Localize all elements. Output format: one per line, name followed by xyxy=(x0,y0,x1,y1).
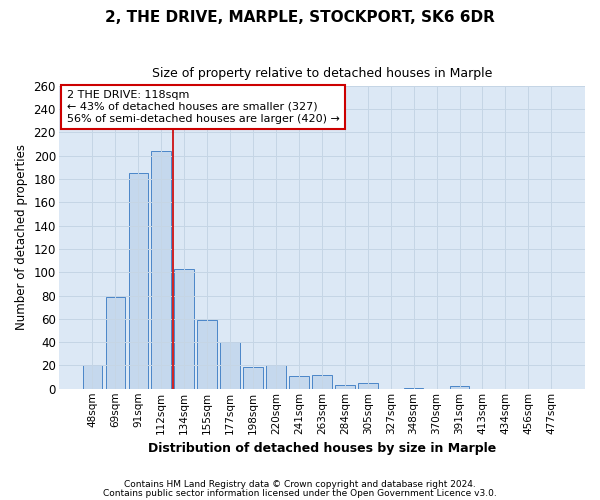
Bar xyxy=(151,151,171,389)
Bar xyxy=(266,366,286,389)
Bar xyxy=(335,386,355,389)
Bar xyxy=(197,320,217,389)
X-axis label: Distribution of detached houses by size in Marple: Distribution of detached houses by size … xyxy=(148,442,496,455)
Bar xyxy=(289,376,308,389)
Text: 2, THE DRIVE, MARPLE, STOCKPORT, SK6 6DR: 2, THE DRIVE, MARPLE, STOCKPORT, SK6 6DR xyxy=(105,10,495,25)
Text: Contains public sector information licensed under the Open Government Licence v3: Contains public sector information licen… xyxy=(103,488,497,498)
Bar xyxy=(243,366,263,389)
Bar xyxy=(312,375,332,389)
Title: Size of property relative to detached houses in Marple: Size of property relative to detached ho… xyxy=(152,68,492,80)
Bar xyxy=(450,386,469,389)
Y-axis label: Number of detached properties: Number of detached properties xyxy=(15,144,28,330)
Bar xyxy=(106,296,125,389)
Bar xyxy=(358,383,377,389)
Bar xyxy=(128,173,148,389)
Bar xyxy=(175,269,194,389)
Text: 2 THE DRIVE: 118sqm
← 43% of detached houses are smaller (327)
56% of semi-detac: 2 THE DRIVE: 118sqm ← 43% of detached ho… xyxy=(67,90,340,124)
Text: Contains HM Land Registry data © Crown copyright and database right 2024.: Contains HM Land Registry data © Crown c… xyxy=(124,480,476,489)
Bar xyxy=(220,342,240,389)
Bar xyxy=(404,388,424,389)
Bar xyxy=(83,366,102,389)
